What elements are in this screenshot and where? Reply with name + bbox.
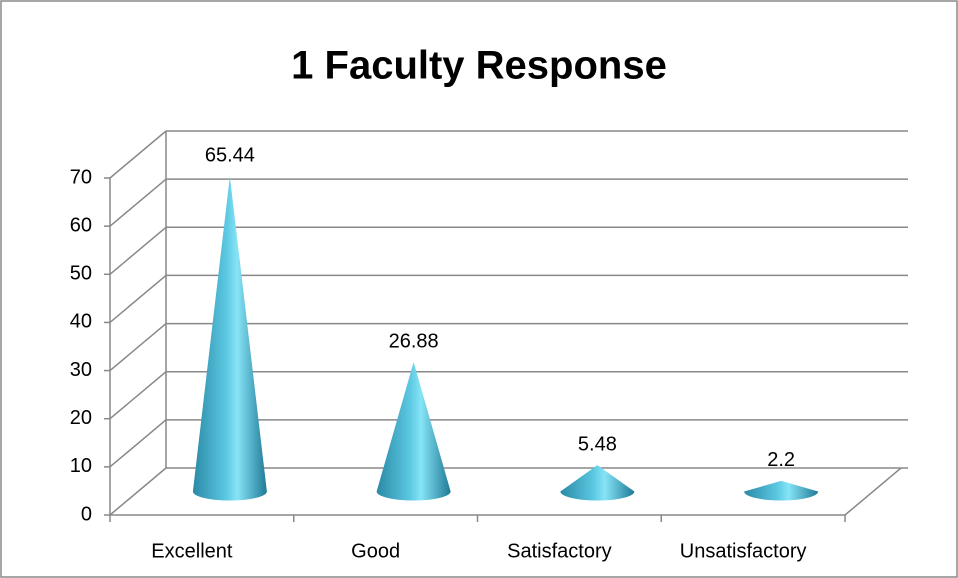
chart-title: 1 Faculty Response <box>291 44 667 88</box>
grid-line <box>109 467 167 516</box>
x-tick-label: Excellent <box>151 540 233 562</box>
value-label: 2.2 <box>767 449 795 471</box>
y-tick-label: 40 <box>70 311 92 333</box>
x-tick-label: Unsatisfactory <box>680 540 807 562</box>
cone <box>376 362 451 501</box>
grid-line <box>109 226 167 275</box>
cone <box>192 176 267 501</box>
grid-line <box>109 178 167 227</box>
grid-line <box>109 274 167 324</box>
value-label: 65.44 <box>205 145 255 167</box>
grid-line <box>109 130 167 179</box>
y-tick-label: 10 <box>70 455 92 477</box>
value-label: 5.48 <box>578 433 617 455</box>
y-tick-label: 50 <box>70 263 92 285</box>
grid-line <box>109 322 167 372</box>
floor-right-edge <box>844 467 902 516</box>
cone <box>560 465 635 501</box>
y-tick-label: 60 <box>70 214 92 236</box>
value-label: 26.88 <box>389 330 439 352</box>
cone <box>744 480 819 501</box>
grid-line <box>109 419 167 468</box>
x-tick-label: Satisfactory <box>507 540 611 562</box>
x-tick-label: Good <box>351 540 400 562</box>
y-tick-label: 20 <box>70 407 92 429</box>
y-tick-label: 30 <box>70 359 92 381</box>
grid-line <box>109 371 167 420</box>
y-tick-label: 70 <box>70 166 92 188</box>
y-tick-label: 0 <box>81 503 92 525</box>
